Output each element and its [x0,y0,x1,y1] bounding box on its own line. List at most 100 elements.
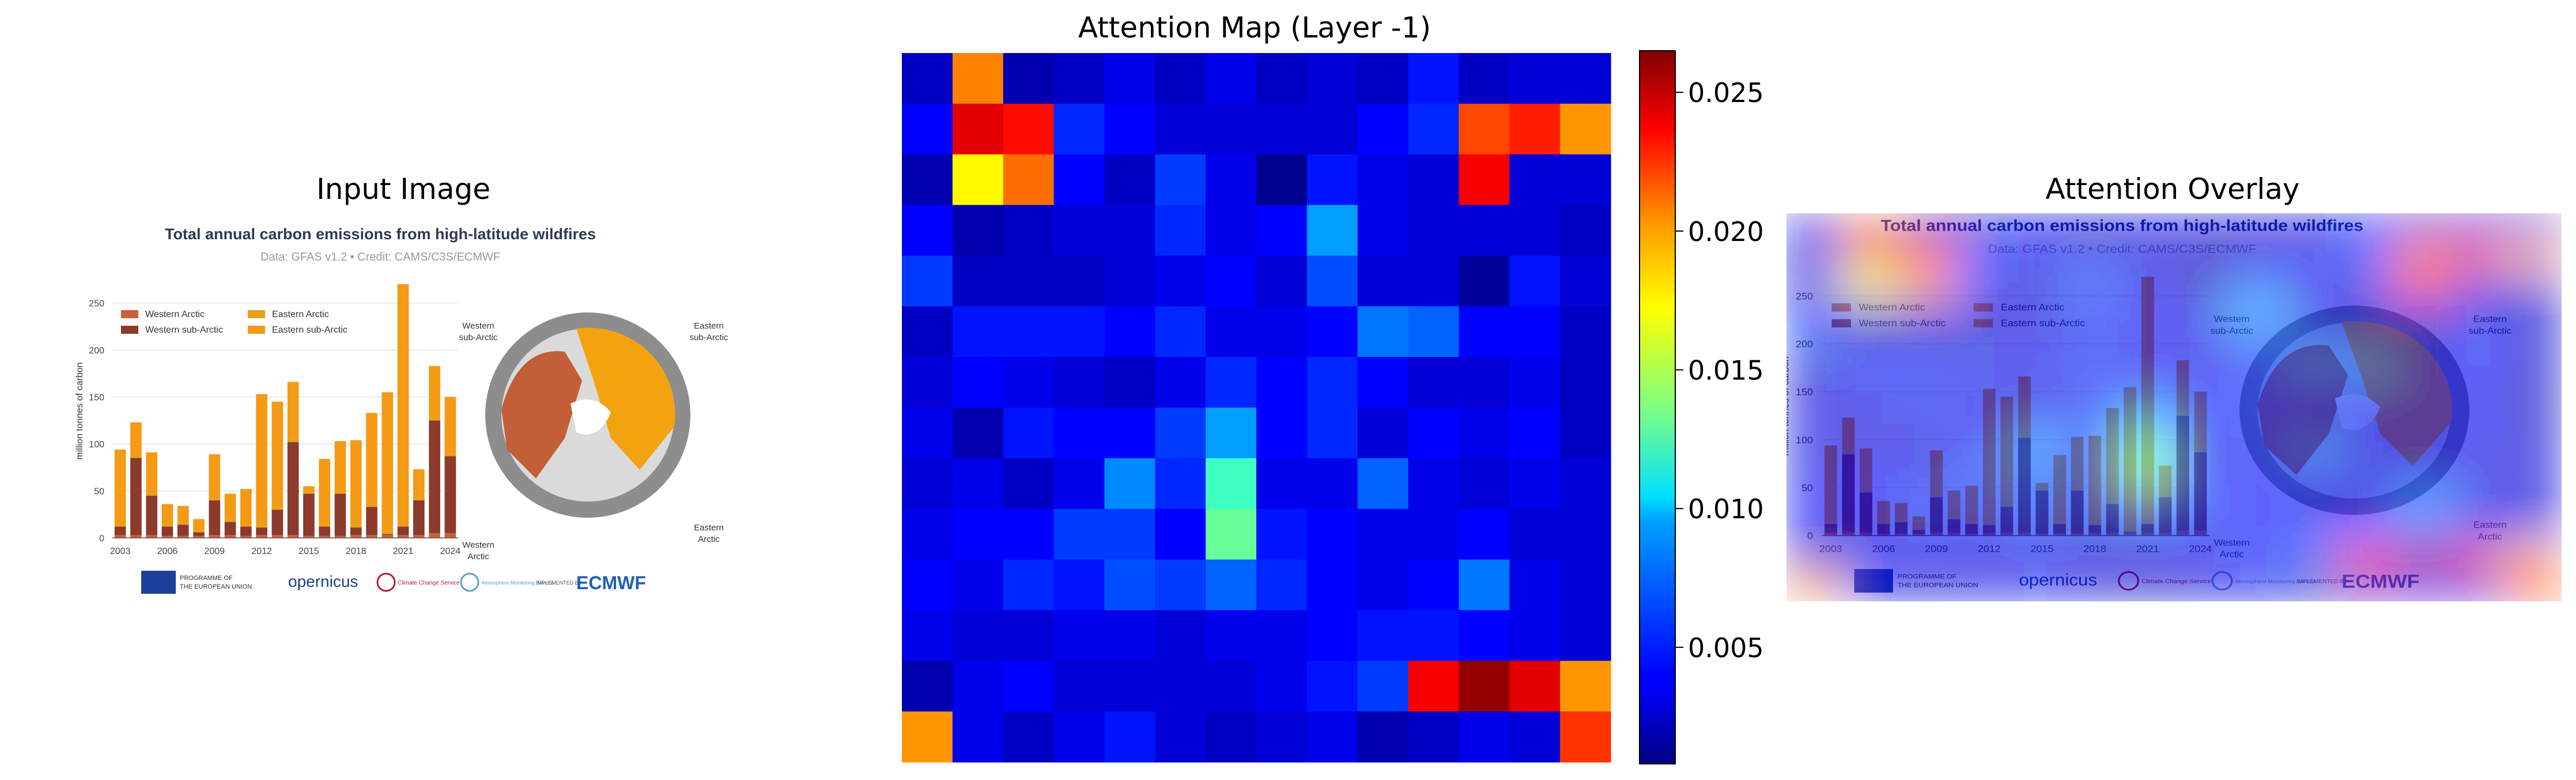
heatmap-cell-r3-c8 [1306,205,1358,257]
overlay-cell-r7-c8 [2229,407,2286,436]
heatmap-cell-r12-c5 [1155,661,1206,712]
heatmap-cell-r11-c4 [1104,610,1155,661]
heatmap-cell-r9-c4 [1104,508,1155,560]
heatmap-cell-r4-c13 [1560,255,1611,307]
heatmap-cell-r3-c10 [1408,205,1460,257]
overlay-cell-r4-c13 [2506,324,2562,353]
overlay-cell-r10-c13 [2506,490,2562,519]
heatmap-cell-r8-c2 [1003,458,1055,510]
overlay-cell-r10-c3 [1952,490,2009,519]
heatmap-cell-r10-c6 [1206,559,1257,611]
overlay-cell-r12-c3 [1952,545,2009,574]
heatmap-cell-r7-c4 [1104,408,1155,459]
heatmap-cell-r7-c9 [1357,408,1409,459]
input-bar-2005-s3 [146,452,157,493]
heatmap-cell-r4-c6 [1206,255,1257,307]
heatmap-cell-r0-c3 [1053,53,1105,104]
heatmap-cell-r3-c2 [1003,205,1055,257]
overlay-cell-r5-c10 [2340,352,2396,380]
overlay-cell-r7-c7 [2174,407,2230,436]
heatmap-cell-r11-c9 [1357,610,1409,661]
input-bar-2012-s0 [256,535,267,538]
overlay-cell-r0-c4 [2008,213,2064,242]
overlay-cell-r1-c4 [2008,241,2064,270]
overlay-cell-r6-c11 [2395,379,2452,408]
input-bar-2003-s2 [114,525,126,527]
overlay-cell-r10-c0 [1786,490,1843,519]
heatmap-cell-r13-c10 [1408,711,1460,763]
heatmap-cell-r10-c7 [1256,559,1308,611]
overlay-cell-r10-c11 [2395,490,2452,519]
overlay-cell-r4-c10 [2340,324,2396,353]
heatmap-cell-r6-c5 [1155,357,1206,408]
heatmap-cell-r1-c10 [1408,103,1460,155]
overlay-cell-r8-c9 [2284,435,2341,464]
overlay-cell-r6-c1 [1842,379,1898,408]
input-legend-swatch [121,326,138,334]
overlay-panel-title: Attention Overlay [2045,172,2299,206]
overlay-cell-r10-c9 [2284,490,2341,519]
overlay-cell-r11-c0 [1786,518,1843,547]
heatmap-cell-r9-c0 [902,508,953,560]
overlay-cell-r4-c5 [2063,324,2120,353]
input-copernicus-logo: opernicus [288,572,358,590]
overlay-cell-r3-c2 [1897,296,1954,325]
input-x-tick-label: 2003 [110,547,131,556]
heatmap-cell-r0-c5 [1155,53,1206,104]
input-eu-text-2: THE EUROPEAN UNION [180,583,252,590]
heatmap-cell-r11-c6 [1206,610,1257,661]
heatmap-cell-r6-c3 [1053,357,1105,408]
overlay-cell-r4-c12 [2450,324,2507,353]
input-bar-2010-s1 [224,522,236,536]
colorbar-gradient [1639,50,1676,764]
overlay-cell-r6-c3 [1952,379,2009,408]
heatmap-cell-r10-c9 [1357,559,1409,611]
input-map-label-2: sub-Arctic [459,333,498,342]
overlay-cell-r7-c2 [1897,407,1954,436]
overlay-cell-r10-c2 [1897,490,1954,519]
heatmap-cell-r2-c10 [1408,154,1460,206]
heatmap-cell-r7-c7 [1256,408,1308,459]
heatmap-cell-r2-c4 [1104,154,1155,206]
heatmap-cell-r7-c3 [1053,408,1105,459]
heatmap-cell-r1-c12 [1509,103,1561,155]
heatmap-cell-r6-c12 [1509,357,1561,408]
overlay-cell-r13-c6 [2118,573,2175,601]
heatmap-cell-r13-c6 [1206,711,1257,763]
overlay-cell-r9-c7 [2174,462,2230,491]
heatmap-cell-r1-c5 [1155,103,1206,155]
input-legend-label: Eastern Arctic [272,310,329,319]
overlay-cell-r8-c0 [1786,435,1843,464]
input-bar-2005-s0 [146,535,157,538]
input-x-tick-label: 2015 [299,547,319,556]
heatmap-cell-r0-c4 [1104,53,1155,104]
heatmap-cell-r2-c12 [1509,154,1561,206]
overlay-cell-r12-c5 [2063,545,2120,574]
input-bar-2021-s0 [397,535,409,538]
heatmap-cell-r5-c6 [1206,306,1257,357]
overlay-cell-r13-c5 [2063,573,2120,601]
heatmap-cell-r8-c12 [1509,458,1561,510]
overlay-cell-r7-c6 [2118,407,2175,436]
overlay-cell-r13-c13 [2506,573,2562,601]
heatmap-cell-r4-c7 [1256,255,1308,307]
heatmap-cell-r3-c3 [1053,205,1105,257]
input-map-ocean [571,399,611,435]
input-bar-2021-s2 [397,523,409,527]
overlay-cell-r0-c11 [2395,213,2452,242]
heatmap-cell-r2-c3 [1053,154,1105,206]
heatmap-cell-r2-c9 [1357,154,1409,206]
overlay-cell-r11-c3 [1952,518,2009,547]
heatmap-cell-r12-c2 [1003,661,1055,712]
input-bar-2003-s0 [114,535,126,538]
input-legend-swatch [121,310,138,318]
heatmap-cell-r0-c6 [1206,53,1257,104]
heatmap-cell-r7-c11 [1459,408,1510,459]
heatmap-cell-r1-c11 [1459,103,1510,155]
overlay-cell-r5-c6 [2118,352,2175,380]
overlay-cell-r10-c10 [2340,490,2396,519]
overlay-cell-r11-c13 [2506,518,2562,547]
heatmap-cell-r8-c7 [1256,458,1308,510]
heatmap-cell-r0-c8 [1306,53,1358,104]
